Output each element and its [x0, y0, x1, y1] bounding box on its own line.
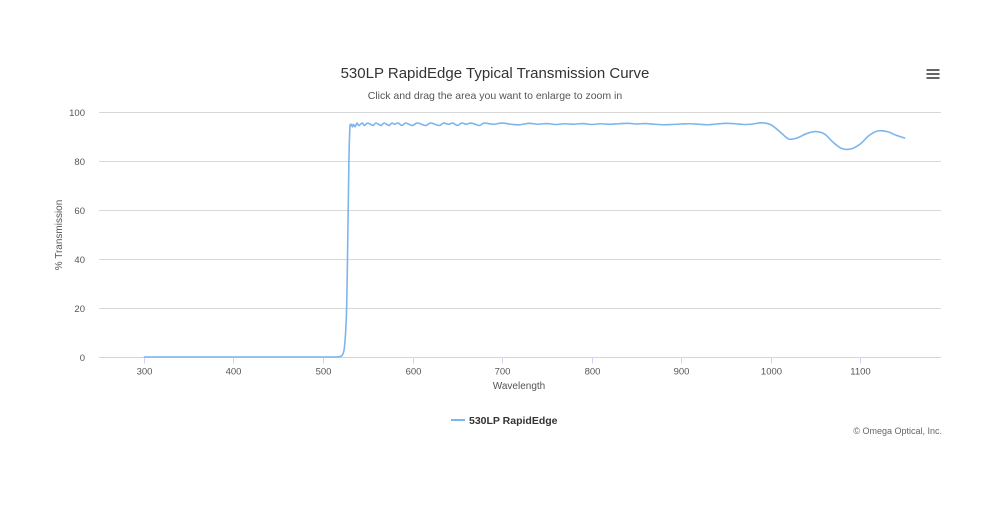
- hamburger-menu-icon: [926, 69, 940, 79]
- x-tick-label: 500: [316, 367, 332, 378]
- y-tick-label: 80: [74, 157, 85, 168]
- grid-lines: [99, 112, 941, 309]
- y-axis-title: % Transmission: [54, 200, 65, 271]
- x-tick-label: 400: [226, 367, 242, 378]
- legend-item-530lp-rapidedge[interactable]: 530LP RapidEdge: [469, 415, 558, 427]
- y-tick-label: 100: [69, 108, 85, 119]
- x-tick-label: 600: [406, 367, 422, 378]
- x-axis-title: Wavelength: [493, 381, 545, 392]
- credits-text[interactable]: © Omega Optical, Inc.: [853, 426, 942, 436]
- y-tick-label: 60: [74, 206, 85, 217]
- x-tick-label: 1000: [761, 367, 782, 378]
- x-tick-label: 300: [137, 367, 153, 378]
- x-tick-label: 700: [495, 367, 511, 378]
- x-tick-label: 1100: [850, 367, 870, 378]
- menu-button[interactable]: [922, 63, 944, 85]
- y-tick-label: 40: [74, 255, 85, 266]
- x-tick-label: 800: [585, 367, 601, 378]
- chart-title: 530LP RapidEdge Typical Transmission Cur…: [341, 65, 650, 82]
- plot-area[interactable]: [143, 121, 906, 358]
- x-tick-label: 900: [674, 367, 690, 378]
- y-tick-label: 0: [80, 353, 85, 364]
- legend[interactable]: 530LP RapidEdge: [451, 415, 558, 427]
- series-line-530lp-rapidedge[interactable]: [143, 121, 906, 358]
- y-tick-label: 20: [74, 304, 85, 315]
- chart-subtitle: Click and drag the area you want to enla…: [368, 90, 623, 102]
